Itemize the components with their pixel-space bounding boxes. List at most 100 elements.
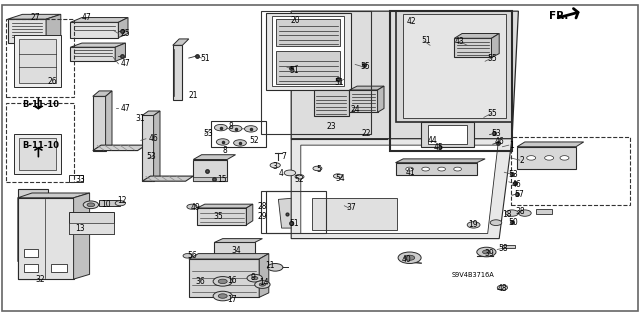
Text: 46: 46 — [512, 180, 522, 189]
Bar — [266, 13, 351, 90]
Polygon shape — [197, 204, 253, 208]
Polygon shape — [154, 111, 160, 181]
Polygon shape — [18, 189, 48, 198]
Circle shape — [406, 167, 413, 171]
Bar — [69, 175, 83, 182]
Text: 21: 21 — [189, 91, 198, 100]
Polygon shape — [46, 14, 61, 43]
Text: 50: 50 — [509, 218, 518, 227]
Bar — [193, 177, 227, 181]
Text: 46: 46 — [148, 134, 158, 143]
Text: 51: 51 — [289, 66, 299, 75]
Bar — [70, 47, 115, 61]
Bar — [421, 122, 474, 147]
Polygon shape — [173, 39, 189, 45]
Polygon shape — [106, 91, 112, 151]
Text: 53: 53 — [146, 152, 156, 161]
Bar — [14, 35, 61, 87]
Bar — [396, 163, 477, 175]
Text: 49: 49 — [191, 204, 200, 212]
Circle shape — [115, 201, 125, 206]
Bar — [8, 19, 46, 43]
Circle shape — [218, 294, 227, 298]
Polygon shape — [115, 43, 125, 61]
Text: 42: 42 — [406, 17, 416, 26]
Circle shape — [183, 254, 192, 258]
Bar — [189, 259, 259, 297]
Bar — [261, 11, 371, 134]
Polygon shape — [189, 254, 269, 259]
Text: 54: 54 — [335, 174, 345, 182]
Circle shape — [295, 174, 304, 179]
Polygon shape — [118, 18, 128, 38]
Text: 22: 22 — [362, 129, 371, 138]
Circle shape — [422, 167, 429, 171]
Text: FR.: FR. — [549, 11, 568, 21]
Circle shape — [83, 201, 99, 209]
Circle shape — [87, 203, 95, 207]
Bar — [69, 212, 114, 234]
Text: 53: 53 — [509, 170, 518, 179]
Polygon shape — [18, 262, 42, 279]
Text: 39: 39 — [484, 249, 494, 258]
Polygon shape — [396, 11, 512, 122]
Polygon shape — [291, 139, 512, 239]
Text: 25: 25 — [120, 29, 130, 38]
Circle shape — [218, 279, 227, 284]
Text: 5: 5 — [316, 165, 321, 174]
Bar — [70, 22, 118, 38]
Text: 55: 55 — [488, 54, 497, 63]
Bar — [6, 103, 74, 182]
Text: 38: 38 — [515, 207, 525, 216]
Circle shape — [216, 139, 229, 145]
Bar — [314, 90, 349, 116]
Polygon shape — [378, 86, 384, 112]
Bar — [511, 137, 630, 205]
Circle shape — [560, 156, 569, 160]
Text: 41: 41 — [406, 168, 415, 177]
Text: 43: 43 — [454, 37, 464, 46]
Text: 53: 53 — [492, 129, 501, 138]
Circle shape — [247, 274, 262, 282]
Circle shape — [467, 222, 480, 228]
Circle shape — [545, 156, 554, 160]
Circle shape — [404, 255, 415, 260]
Bar — [428, 125, 467, 144]
Circle shape — [477, 247, 496, 257]
Polygon shape — [517, 142, 584, 147]
Polygon shape — [301, 145, 498, 234]
Circle shape — [268, 263, 283, 271]
Bar — [214, 242, 255, 258]
Circle shape — [398, 252, 421, 263]
Polygon shape — [246, 204, 253, 225]
Bar — [51, 264, 67, 272]
Polygon shape — [349, 86, 384, 90]
Text: 31: 31 — [136, 114, 145, 123]
Bar — [19, 39, 56, 83]
Circle shape — [234, 140, 246, 146]
Circle shape — [518, 210, 531, 216]
Bar — [24, 249, 38, 257]
Bar — [19, 138, 56, 170]
Text: 51: 51 — [289, 219, 299, 228]
Text: 52: 52 — [250, 136, 259, 145]
Bar — [6, 19, 74, 97]
Text: 32: 32 — [35, 275, 45, 284]
Text: 4: 4 — [278, 169, 284, 178]
Circle shape — [333, 174, 342, 178]
Bar — [390, 11, 512, 151]
Text: 13: 13 — [76, 224, 85, 233]
Text: 51: 51 — [200, 54, 210, 63]
Polygon shape — [142, 111, 160, 115]
Bar — [69, 223, 114, 234]
Text: 24: 24 — [351, 105, 360, 114]
Text: 3: 3 — [272, 162, 277, 171]
Text: 9: 9 — [251, 273, 256, 282]
Bar — [266, 191, 326, 233]
Text: 1: 1 — [509, 141, 513, 150]
Text: 46: 46 — [495, 137, 504, 146]
Bar — [403, 14, 506, 118]
Polygon shape — [93, 145, 146, 151]
Text: 16: 16 — [227, 276, 237, 285]
Text: 14: 14 — [259, 278, 269, 287]
